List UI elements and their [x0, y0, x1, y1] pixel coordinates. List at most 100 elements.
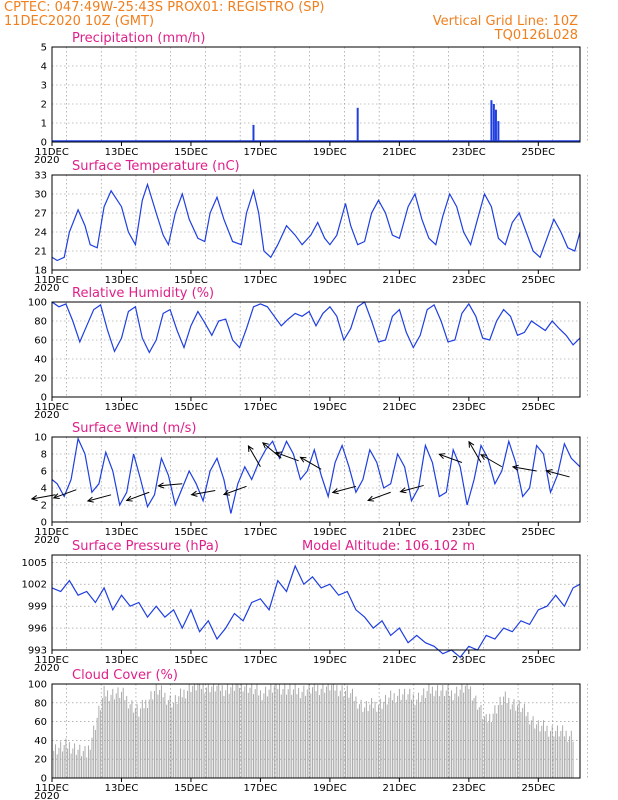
cloud-cover-bar	[563, 736, 565, 778]
cloud-cover-bar	[270, 684, 272, 778]
humidity-xtick-label: 23DEC	[452, 402, 486, 413]
cloud-cover-bar	[186, 690, 188, 778]
pressure-ytick-label: 1005	[22, 558, 47, 569]
cloud-cover-bar	[567, 741, 569, 778]
humidity-ytick-label: 20	[34, 374, 47, 385]
header-station: CPTEC: 047:49W-25:43S PROX01: REGISTRO (…	[4, 0, 324, 15]
cloud-cover-bar	[433, 696, 435, 778]
temperature-line	[51, 182, 581, 262]
cloud-cover-bar	[537, 720, 539, 778]
cloud-cover-bar	[65, 738, 67, 778]
cloud-cover-bar	[483, 716, 485, 778]
cloud-cover-bar	[199, 684, 201, 778]
cloud-cover-bar	[155, 684, 157, 778]
cloud-cover-bar	[254, 689, 256, 778]
wind-xtick-label: 19DEC	[313, 527, 347, 538]
cloud-cover-bar	[362, 711, 364, 778]
cloud-cover-bar	[126, 696, 128, 778]
cloud-cover-bar	[251, 684, 253, 778]
cloud-cover-bar	[134, 708, 136, 778]
cloud-cover-bar	[457, 696, 459, 778]
temperature-panel: 18 21 24 27 30 33 11DEC 13DEC 15DEC 17DEC 19DEC 21D…	[34, 159, 588, 294]
cloud-cover-bar	[381, 708, 383, 778]
cloud-cover-bar	[345, 690, 347, 778]
wind-arrow-head	[367, 495, 375, 502]
header-run-time: 11DEC2020 10Z (GMT)	[4, 14, 154, 29]
cloud-cover-bar	[572, 741, 574, 778]
cloud-cover-bar	[133, 712, 135, 778]
temperature-year-label: 2020	[34, 283, 59, 294]
cloud-cover-bar	[213, 684, 215, 778]
cloud-cover-bar	[303, 685, 305, 778]
cloud-cover-bar	[532, 716, 534, 778]
cloud-cover-bar	[508, 697, 510, 778]
cloud-cover-bar	[308, 684, 310, 778]
humidity-xtick-label: 21DEC	[383, 402, 417, 413]
cloud-cover-bar	[272, 692, 274, 778]
cloud-cover-bar	[520, 712, 522, 778]
cloud-cover-bar	[419, 702, 421, 778]
temperature-xtick-label: 17DEC	[244, 275, 278, 286]
precipitation-xtick-label: 23DEC	[452, 147, 486, 158]
cloud-cover-bar	[475, 695, 477, 778]
cloud-cover-bar	[74, 743, 76, 778]
cloud-cover-bar	[565, 730, 567, 778]
cloud-cover-panel: 0 20 40 60 80 100 11DEC 13DEC 15DEC 17DEC 19DEC 21D…	[28, 668, 588, 800]
cloud-cover-bar	[348, 697, 350, 778]
wind-xtick-label: 15DEC	[174, 527, 208, 538]
cloud-cover-bar	[482, 718, 484, 778]
cloud-cover-bar	[114, 699, 116, 778]
cloud-cover-bar	[178, 696, 180, 778]
cloud-cover-ytick-label: 60	[34, 717, 47, 728]
cloud-cover-bar	[398, 688, 400, 778]
cloud-cover-bar	[341, 685, 343, 778]
cloud-cover-xtick-label: 25DEC	[521, 783, 555, 794]
cloud-cover-ytick-label: 100	[28, 680, 47, 691]
wind-xtick-label: 11DEC	[35, 527, 69, 538]
humidity-xtick-label: 15DEC	[174, 402, 208, 413]
humidity-panel: 0 20 40 60 80 100 11DEC 13DEC 15DEC 17DEC 19DEC 21D…	[28, 286, 588, 421]
cloud-cover-bar	[60, 741, 62, 778]
precipitation-ytick-label: 5	[41, 43, 47, 54]
cloud-cover-bar	[487, 722, 489, 778]
wind-ytick-label: 8	[41, 450, 47, 461]
wind-arrow-head	[247, 444, 254, 452]
cloud-cover-bar	[324, 692, 326, 778]
cloud-cover-bar	[320, 688, 322, 778]
cloud-cover-bar	[478, 707, 480, 778]
cloud-cover-bar	[431, 686, 433, 778]
cloud-cover-bar	[181, 697, 183, 778]
cloud-cover-bar	[81, 756, 83, 778]
precipitation-xtick-label: 19DEC	[313, 147, 347, 158]
cloud-cover-bar	[383, 701, 385, 778]
precipitation-bar	[492, 104, 495, 142]
cloud-cover-bar	[388, 697, 390, 778]
cloud-cover-bar	[87, 745, 89, 778]
cloud-cover-bar	[510, 709, 512, 778]
wind-arrow-shaft	[332, 485, 357, 493]
cloud-cover-bar	[551, 725, 553, 778]
cloud-cover-bar	[327, 684, 329, 778]
cloud-cover-bar	[449, 695, 451, 778]
wind-arrow-shaft	[367, 491, 391, 501]
cloud-cover-bar	[416, 699, 418, 778]
cloud-cover-ytick-label: 0	[41, 774, 47, 785]
cloud-cover-bar	[477, 709, 479, 778]
cloud-cover-bar	[56, 754, 58, 778]
cloud-cover-bar	[285, 694, 287, 778]
temperature-title: Surface Temperature (nC)	[72, 159, 240, 174]
cloud-cover-bar	[209, 692, 211, 778]
pressure-xtick-label: 21DEC	[383, 655, 417, 666]
cloud-cover-bar	[371, 698, 373, 778]
cloud-cover-xtick-label: 23DEC	[452, 783, 486, 794]
cloud-cover-bar	[127, 708, 129, 778]
cloud-cover-bar	[350, 693, 352, 778]
cloud-cover-bar	[219, 690, 221, 778]
temperature-xtick-label: 21DEC	[383, 275, 417, 286]
cloud-cover-bar	[492, 713, 494, 778]
cloud-cover-bar	[108, 700, 110, 778]
cloud-cover-bar	[282, 689, 284, 778]
cloud-cover-bar	[430, 693, 432, 778]
wind-arrow-shaft	[126, 491, 150, 501]
